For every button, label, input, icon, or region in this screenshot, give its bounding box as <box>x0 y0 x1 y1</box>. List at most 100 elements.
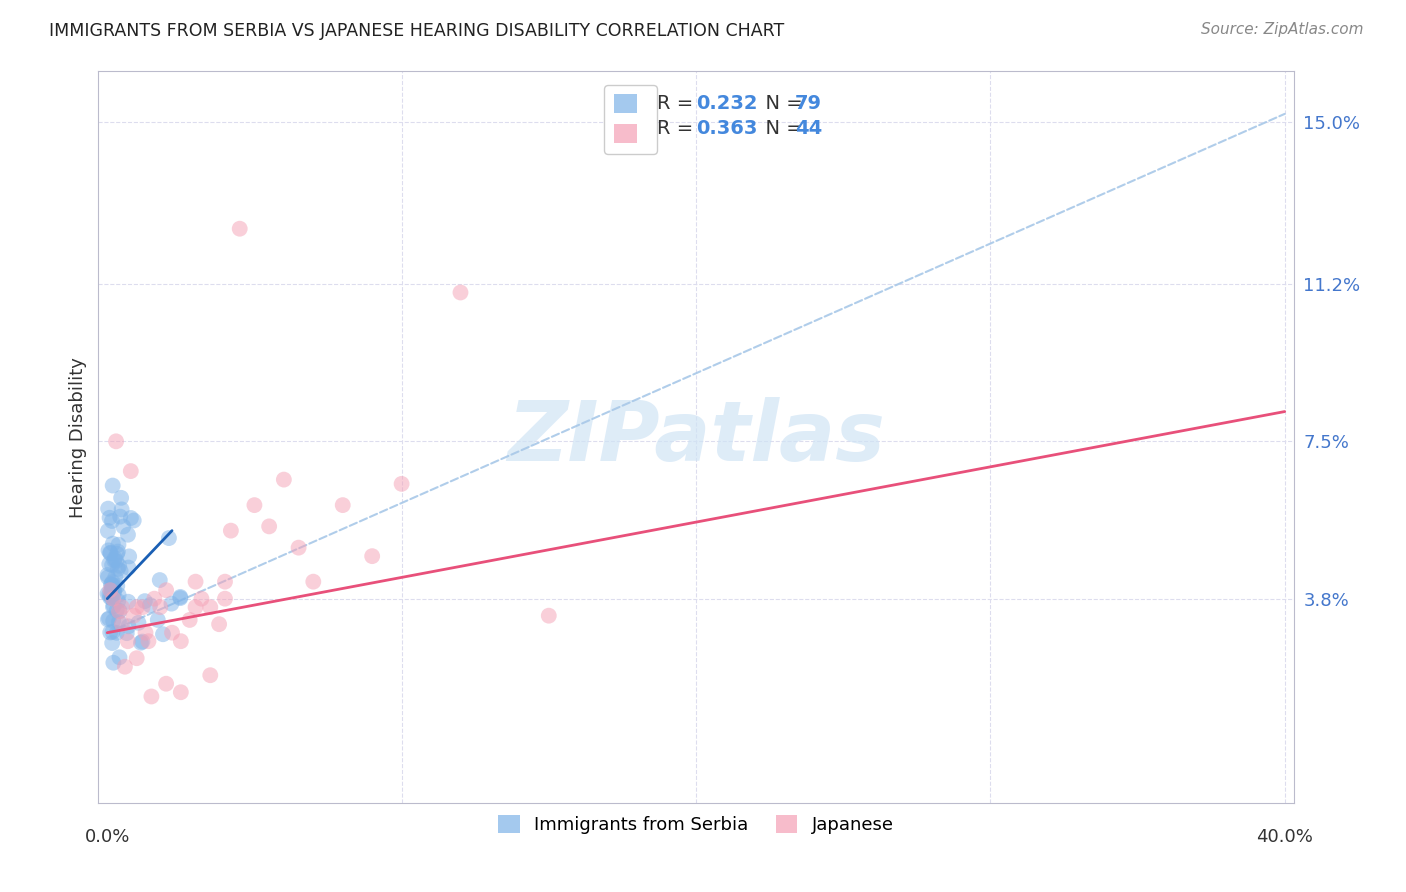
Text: 0.363: 0.363 <box>696 119 758 138</box>
Point <box>103 579 125 593</box>
Point <box>108 604 131 618</box>
Point <box>184 574 207 589</box>
Point <box>104 551 127 566</box>
Point <box>103 582 125 597</box>
Point <box>101 591 124 606</box>
Point <box>149 573 172 587</box>
Point <box>101 536 124 550</box>
Point <box>101 589 124 603</box>
Text: 0.0%: 0.0% <box>84 829 129 847</box>
Point <box>184 600 207 615</box>
Point <box>103 656 125 670</box>
Point <box>111 502 134 516</box>
Point <box>111 617 134 632</box>
Point <box>98 587 121 601</box>
Point <box>110 564 132 578</box>
Point <box>169 591 191 606</box>
Point <box>117 634 139 648</box>
Point <box>131 634 153 648</box>
Point <box>105 625 128 640</box>
Point <box>98 510 121 524</box>
Point <box>98 611 121 625</box>
Point <box>97 501 120 516</box>
Point <box>361 549 384 563</box>
Point <box>214 591 236 606</box>
Point <box>103 599 125 613</box>
Point <box>122 608 145 623</box>
Point <box>103 553 125 567</box>
Point <box>228 221 250 235</box>
Point <box>101 599 124 614</box>
Text: R =: R = <box>657 94 699 113</box>
Point <box>107 594 129 608</box>
Text: 40.0%: 40.0% <box>1256 829 1313 847</box>
Point <box>214 574 236 589</box>
Point <box>117 527 139 541</box>
Text: 44: 44 <box>796 119 823 138</box>
Point <box>200 668 222 682</box>
Point <box>160 625 183 640</box>
Point <box>96 587 118 601</box>
Point <box>179 613 201 627</box>
Legend: Immigrants from Serbia, Japanese: Immigrants from Serbia, Japanese <box>491 808 901 841</box>
Point <box>117 619 139 633</box>
Point <box>100 591 122 605</box>
Text: 0.232: 0.232 <box>696 94 758 113</box>
Point <box>138 634 160 648</box>
Point <box>100 577 122 591</box>
Point <box>103 583 125 598</box>
Point <box>129 636 152 650</box>
Point <box>125 600 148 615</box>
Text: N =: N = <box>754 94 810 113</box>
Point <box>120 511 142 525</box>
Point <box>107 544 129 558</box>
Point <box>302 574 325 589</box>
Text: Source: ZipAtlas.com: Source: ZipAtlas.com <box>1201 22 1364 37</box>
Point <box>120 464 142 478</box>
Point <box>101 558 124 572</box>
Point <box>98 625 121 640</box>
Point <box>141 690 163 704</box>
Point <box>98 546 121 560</box>
Point <box>108 650 131 665</box>
Point <box>115 626 138 640</box>
Text: ZIPatlas: ZIPatlas <box>508 397 884 477</box>
Point <box>118 549 141 564</box>
Point <box>190 591 212 606</box>
Point <box>100 582 122 597</box>
Point <box>98 557 121 571</box>
Point <box>97 543 120 558</box>
Point <box>170 634 193 648</box>
Point <box>537 608 560 623</box>
Point <box>105 603 128 617</box>
Point <box>108 615 131 629</box>
Point <box>131 600 153 615</box>
Point <box>287 541 309 555</box>
Point <box>108 604 131 618</box>
Point <box>155 677 177 691</box>
Point <box>122 514 145 528</box>
Point <box>103 614 125 628</box>
Point <box>100 546 122 560</box>
Point <box>127 615 149 630</box>
Point <box>273 473 295 487</box>
Point <box>97 613 120 627</box>
Y-axis label: Hearing Disability: Hearing Disability <box>69 357 87 517</box>
Point <box>108 558 131 573</box>
Point <box>450 285 472 300</box>
Point <box>105 554 128 568</box>
Point <box>98 583 121 598</box>
Point <box>332 498 354 512</box>
Point <box>208 617 231 632</box>
Point <box>146 613 169 627</box>
Point <box>108 509 131 524</box>
Point <box>105 547 128 561</box>
Text: R =: R = <box>657 119 699 138</box>
Text: 79: 79 <box>796 94 823 113</box>
Point <box>134 594 156 608</box>
Point <box>107 562 129 576</box>
Point <box>101 514 124 528</box>
Point <box>219 524 242 538</box>
Text: N =: N = <box>754 119 810 138</box>
Point <box>152 627 174 641</box>
